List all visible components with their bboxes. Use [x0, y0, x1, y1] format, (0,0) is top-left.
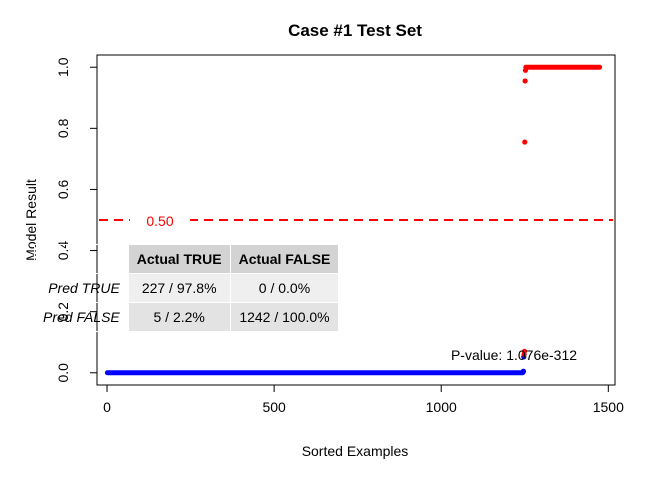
cell-pred-false-actual-true: 5 / 2.2% — [127, 302, 231, 332]
column-header-actual-false: Actual FALSE — [229, 244, 340, 274]
column-header-actual-true: Actual TRUE — [127, 244, 231, 274]
data-point — [520, 368, 527, 374]
data-series — [104, 64, 603, 376]
table-row-pred-false: Pred FALSE 5 / 2.2% 1242 / 100.0% — [34, 302, 340, 332]
data-point — [521, 348, 528, 354]
data-point — [522, 139, 528, 145]
cell-pred-true-actual-false: 0 / 0.0% — [229, 273, 340, 303]
x-tick-label: 0 — [103, 399, 111, 415]
chart-title: Case #1 Test Set — [288, 21, 422, 40]
y-axis: 0.00.20.40.60.81.0 — [55, 57, 97, 383]
y-tick-label: 0.0 — [55, 363, 71, 383]
table-row-pred-true: Pred TRUE 227 / 97.8% 0 / 0.0% — [34, 273, 340, 303]
y-tick-label: 0.6 — [55, 180, 71, 200]
data-point — [522, 67, 529, 73]
p-value-annotation: P-value: 1.076e-312 — [451, 347, 577, 363]
table-corner-cell — [34, 244, 129, 274]
table-header-row: Actual TRUE Actual FALSE — [34, 244, 340, 274]
plot-frame — [96, 54, 616, 386]
data-point — [522, 78, 528, 84]
confusion-matrix-table: Actual TRUE Actual FALSE Pred TRUE 227 /… — [34, 244, 340, 332]
y-tick-label: 0.8 — [55, 118, 71, 138]
cell-pred-true-actual-true: 227 / 97.8% — [127, 273, 231, 303]
x-tick-label: 500 — [262, 399, 286, 415]
x-tick-label: 1000 — [426, 399, 457, 415]
threshold-label: 0.50 — [146, 213, 173, 229]
x-axis-label: Sorted Examples — [302, 443, 409, 459]
row-header-pred-false: Pred FALSE — [34, 302, 129, 332]
x-tick-label: 1500 — [593, 399, 624, 415]
threshold-label-background — [130, 211, 190, 229]
row-header-pred-true: Pred TRUE — [34, 273, 129, 303]
y-tick-label: 1.0 — [55, 57, 71, 77]
cell-pred-false-actual-false: 1242 / 100.0% — [229, 302, 340, 332]
x-axis: 0 500 1000 1500 — [103, 385, 624, 415]
y-axis-label: Model Result — [23, 179, 39, 261]
